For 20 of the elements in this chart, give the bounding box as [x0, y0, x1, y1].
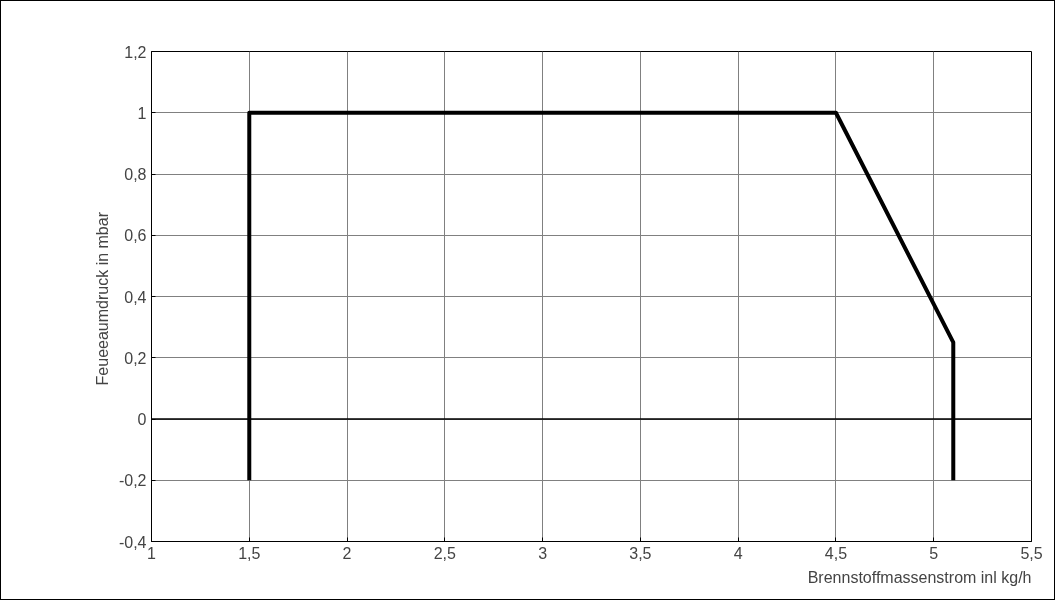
y-tick-label: 0,2 [124, 349, 147, 367]
y-tick-label: 1 [137, 104, 147, 122]
y-tick-label: 0 [137, 411, 147, 428]
x-tick-label: 5,5 [1020, 544, 1043, 562]
y-tick-label: -0,2 [118, 472, 147, 490]
x-tick-label: 3,5 [629, 544, 652, 562]
y-tick-label: -0,4 [118, 533, 147, 551]
x-tick-label: 2,5 [433, 544, 457, 562]
x-tick-label: 4 [733, 544, 743, 562]
y-axis-title: Feueeaumdruck in mbar [93, 211, 111, 386]
y-tick-label: 0,4 [124, 288, 147, 306]
y-tick-label: 1,2 [124, 43, 147, 61]
x-tick-label: 1,5 [238, 544, 261, 562]
y-tick-label: 0,8 [124, 166, 147, 183]
x-tick-label: 5 [929, 544, 939, 562]
x-tick-label: 3 [538, 544, 548, 562]
x-axis-title: Brennstoffmassenstrom inl kg/h [807, 568, 1032, 586]
y-tick-label: 0,6 [124, 227, 147, 245]
x-tick-label: 2 [342, 544, 352, 562]
x-tick-label: 4,5 [824, 544, 848, 562]
